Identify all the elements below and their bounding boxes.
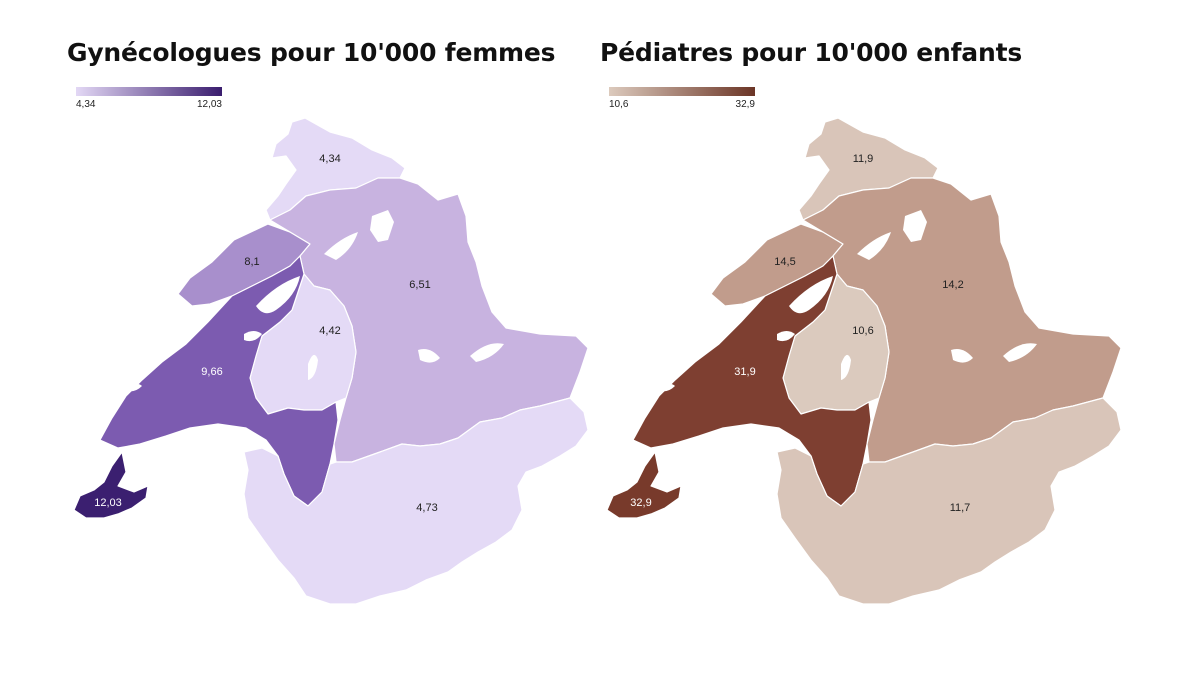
lake-shape	[256, 276, 300, 314]
lake-shape	[951, 349, 973, 363]
region-valais	[243, 397, 589, 605]
lake-shape	[370, 210, 394, 242]
region-valais	[776, 397, 1122, 605]
choropleth-map: 11,9 14,5 14,2 10,6 31,9 32,9 11,7	[606, 117, 1122, 605]
legend-gradient-bar	[609, 87, 755, 96]
lake-shape	[841, 354, 851, 380]
map-panel-gynecologues: Gynécologues pour 10'000 femmes 4,34 12,…	[67, 38, 589, 605]
lake-shape	[903, 210, 927, 242]
legend-min-label: 4,34	[76, 99, 96, 110]
region-value-label: 11,7	[950, 502, 971, 514]
map-title: Pédiatres pour 10'000 enfants	[600, 38, 1022, 67]
lake-shape	[857, 232, 891, 260]
region-value-label: 12,03	[94, 497, 122, 509]
region-value-label: 10,6	[852, 325, 873, 337]
legend-max-label: 32,9	[735, 99, 755, 110]
region-geneve	[73, 451, 149, 519]
lake-shape	[1003, 343, 1037, 362]
region-value-label: 8,1	[244, 256, 259, 268]
map-panel-pediatres: Pédiatres pour 10'000 enfants 10,6 32,9 …	[533, 0, 1133, 675]
color-legend: 10,6 32,9	[609, 87, 755, 110]
region-value-label: 9,66	[201, 366, 222, 378]
legend-gradient-bar	[76, 87, 222, 96]
region-geneve	[606, 451, 682, 519]
region-value-label: 6,51	[409, 279, 430, 291]
region-value-label: 4,34	[319, 153, 340, 165]
region-value-label: 14,2	[942, 279, 963, 291]
region-value-label: 4,42	[319, 325, 340, 337]
map-title: Gynécologues pour 10'000 femmes	[67, 38, 556, 67]
legend-max-label: 12,03	[196, 99, 222, 110]
lake-shape	[789, 276, 833, 314]
color-legend: 4,34 12,03	[76, 87, 222, 110]
region-value-label: 31,9	[734, 366, 755, 378]
choropleth-map: 4,34 8,1 6,51 4,42 9,66 12,03 4,73	[73, 117, 589, 605]
lake-shape	[777, 331, 795, 342]
region-value-label: 14,5	[774, 256, 795, 268]
lake-shape	[308, 354, 318, 380]
region-value-label: 11,9	[853, 153, 874, 165]
lake-shape	[418, 349, 440, 363]
lake-shape	[124, 383, 142, 392]
region-value-label: 4,73	[416, 502, 437, 514]
lake-shape	[244, 331, 262, 342]
region-value-label: 32,9	[630, 497, 651, 509]
lake-shape	[470, 343, 504, 362]
lake-shape	[324, 232, 358, 260]
lake-shape	[657, 383, 675, 392]
legend-min-label: 10,6	[609, 99, 629, 110]
